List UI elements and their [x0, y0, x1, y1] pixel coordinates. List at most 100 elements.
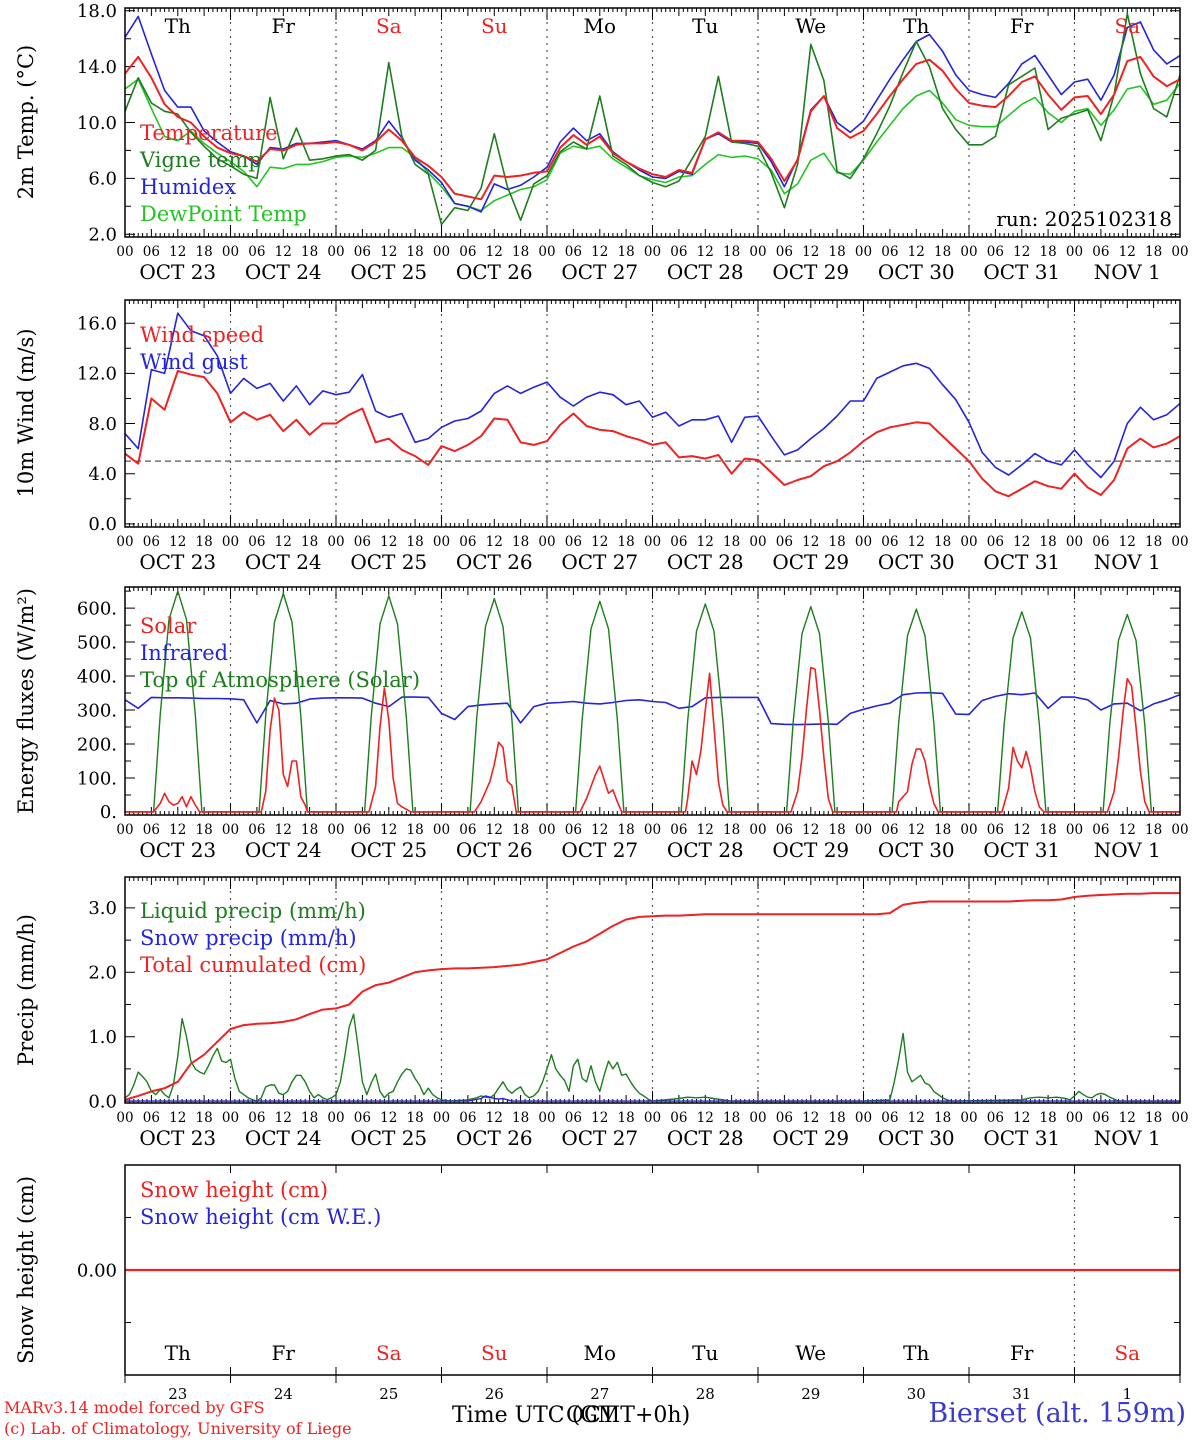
date-label: OCT 25	[350, 260, 427, 284]
hour-label: 00	[1066, 822, 1083, 838]
day-name-labels: Th Fr Sa Su Mo Tu We Th Fr Sa	[165, 14, 1141, 38]
hour-label: 18	[1145, 1110, 1162, 1126]
y-tick-label: 6.0	[88, 169, 117, 190]
hour-label: 06	[459, 822, 476, 838]
hour-label: 06	[670, 244, 687, 260]
hour-label: 18	[829, 822, 846, 838]
panel-wind: 0.0 4.0 8.0 12.0 16.0 Wind speed Wind gust 00 06…	[77, 299, 1189, 574]
hour-label: 18	[512, 822, 529, 838]
y-tick-label: 2.0	[88, 225, 117, 246]
hour-label: 00	[116, 244, 133, 260]
time-axis-title: Time UTC (GMT+0h)	[452, 1403, 691, 1428]
y-axis-label-energy: Energy fluxes (W/m²)	[14, 588, 38, 814]
legend-energy-1: Infrared	[140, 641, 228, 665]
day-number-label: 24	[274, 1385, 293, 1403]
hour-label: 00	[644, 1110, 661, 1126]
hour-label: 18	[301, 244, 318, 260]
hour-label: 12	[486, 534, 503, 550]
legend-energy-0: Solar	[140, 614, 197, 638]
series-dewpoint-temp-line	[125, 78, 1180, 212]
y-tick-label: 2.0	[88, 963, 117, 984]
hour-label: 18	[829, 244, 846, 260]
y-tick-label: 0.0	[88, 514, 117, 535]
hour-label: 00	[538, 534, 555, 550]
day-number-label: 1	[1122, 1385, 1132, 1403]
hour-label: 06	[881, 534, 898, 550]
date-label: OCT 26	[456, 550, 533, 574]
hour-label: 12	[908, 244, 925, 260]
hour-label: 12	[275, 822, 292, 838]
hour-label: 12	[591, 244, 608, 260]
hour-label: 00	[327, 534, 344, 550]
hour-label: 18	[618, 1110, 635, 1126]
date-label: OCT 30	[878, 260, 955, 284]
hour-label: 06	[1092, 1110, 1109, 1126]
y-tick-label: 400.	[77, 666, 117, 687]
hour-label: 06	[1092, 244, 1109, 260]
day-name-label: Su	[481, 1341, 508, 1365]
day-number-label: 25	[379, 1385, 398, 1403]
day-number-label: 29	[801, 1385, 820, 1403]
legend-energy-2: Top of Atmosphere (Solar)	[140, 668, 420, 692]
hour-label: 00	[222, 534, 239, 550]
hour-label: 00	[1171, 1110, 1188, 1126]
date-label: OCT 24	[245, 1126, 322, 1150]
panel-legend: Temperature Vigne temp Humidex DewPoint Tem…	[139, 121, 307, 226]
series-vigne-temp-line	[125, 12, 1180, 226]
hour-label: 12	[380, 534, 397, 550]
hour-label: 18	[618, 822, 635, 838]
hour-label: 18	[829, 534, 846, 550]
day-name-label: Tu	[692, 1341, 718, 1365]
hour-label: 12	[697, 244, 714, 260]
date-label: OCT 29	[772, 260, 849, 284]
hour-label: 18	[723, 822, 740, 838]
date-label: OCT 25	[350, 1126, 427, 1150]
legend-temperature-2: Humidex	[140, 175, 236, 199]
date-label: OCT 30	[878, 1126, 955, 1150]
hour-label: 00	[644, 534, 661, 550]
hour-label: 12	[1013, 1110, 1030, 1126]
y-tick-label: 0.	[100, 802, 117, 823]
panel-precip: 0.0 1.0 2.0 3.0 Liquid precip (mm/h) Snow pre…	[88, 876, 1189, 1150]
day-number-label: 23	[168, 1385, 187, 1403]
hour-label: 06	[248, 244, 265, 260]
hour-label: 06	[881, 822, 898, 838]
hour-label: 06	[776, 534, 793, 550]
hour-label: 18	[512, 1110, 529, 1126]
date-label: OCT 29	[772, 1126, 849, 1150]
hour-label: 00	[960, 534, 977, 550]
panel-legend: Wind speed Wind gust	[140, 323, 264, 374]
date-label: OCT 31	[983, 838, 1060, 862]
hour-label: 12	[486, 244, 503, 260]
hour-label: 06	[565, 1110, 582, 1126]
hour-label: 18	[196, 534, 213, 550]
hour-label: 12	[802, 244, 819, 260]
hour-label: 18	[196, 822, 213, 838]
hour-label: 06	[670, 534, 687, 550]
y-tick-labels: 0.0 4.0 8.0 12.0 16.0	[77, 314, 117, 536]
day-name-label: Fr	[272, 1341, 296, 1365]
hour-label: 06	[987, 1110, 1004, 1126]
day-name-label: Th	[165, 1341, 191, 1365]
hour-label: 18	[1040, 1110, 1057, 1126]
y-tick-label: 0.00	[77, 1260, 117, 1281]
hour-label: 12	[1119, 534, 1136, 550]
y-tick-label: 8.0	[88, 414, 117, 435]
hour-label: 12	[802, 1110, 819, 1126]
date-label: OCT 23	[139, 260, 216, 284]
date-label: OCT 24	[245, 550, 322, 574]
y-tick-label: 100.	[77, 768, 117, 789]
y-axis-label-snow: Snow height (cm)	[14, 1175, 38, 1365]
hour-label: 06	[881, 244, 898, 260]
hour-label: 18	[934, 1110, 951, 1126]
hour-label: 00	[1171, 244, 1188, 260]
date-label: OCT 24	[245, 838, 322, 862]
date-label: OCT 31	[983, 260, 1060, 284]
hour-label: 06	[459, 244, 476, 260]
hour-label: 12	[275, 244, 292, 260]
series-temperature-line	[125, 55, 1180, 201]
date-label: OCT 28	[667, 550, 744, 574]
hour-label: 00	[644, 244, 661, 260]
date-label: OCT 31	[983, 550, 1060, 574]
hour-label: 06	[565, 534, 582, 550]
